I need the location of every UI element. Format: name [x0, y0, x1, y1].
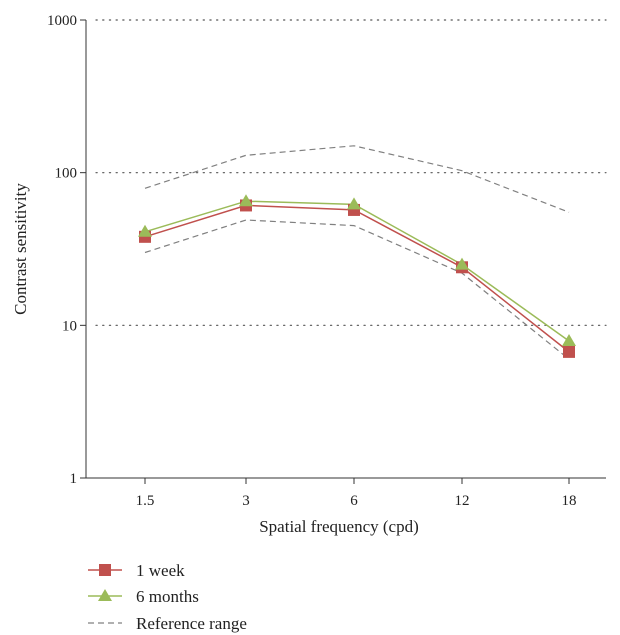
axes — [85, 20, 606, 479]
x-tick-label: 12 — [455, 493, 470, 509]
legend-label-1-week: 1 week — [136, 561, 185, 580]
x-tick-label: 6 — [350, 493, 358, 509]
y-tick-label: 10 — [62, 318, 77, 334]
y-tick-label: 100 — [55, 166, 78, 182]
legend-label-reference-range: Reference range — [136, 614, 247, 633]
data-point-6-months — [347, 197, 361, 210]
legend-item-reference-range: Reference range — [88, 614, 247, 633]
x-tick-label: 3 — [242, 493, 250, 509]
legend-triangle-marker — [98, 589, 112, 601]
reference-range-lines — [144, 145, 570, 360]
series-markers — [138, 194, 576, 358]
x-tick-label: 18 — [562, 493, 577, 509]
series-line-6-months — [144, 200, 570, 342]
reference-lower-line — [144, 219, 570, 360]
x-tick-label: 1.5 — [136, 493, 155, 509]
series-lines — [144, 200, 570, 353]
data-point-6-months — [239, 194, 253, 207]
y-ticks: 1 10 100 1000 — [47, 13, 86, 487]
y-tick-label: 1 — [70, 471, 78, 487]
data-point-6-months — [562, 333, 576, 346]
series-line-1-week — [144, 204, 570, 353]
legend: 1 week 6 months Reference range — [88, 561, 247, 633]
y-axis-title: Contrast sensitivity — [11, 183, 30, 315]
x-ticks: 1.5 3 6 12 18 — [136, 478, 577, 509]
legend-square-marker — [99, 564, 111, 576]
legend-item-6-months: 6 months — [88, 587, 199, 606]
data-point-6-months — [138, 224, 152, 237]
y-tick-label: 1000 — [47, 13, 77, 29]
legend-label-6-months: 6 months — [136, 587, 199, 606]
x-axis-title: Spatial frequency (cpd) — [259, 517, 419, 536]
data-point-6-months — [455, 257, 469, 270]
grid-lines — [95, 19, 607, 326]
data-point-1-week — [563, 345, 575, 358]
reference-upper-line — [144, 145, 570, 213]
legend-item-1-week: 1 week — [88, 561, 185, 580]
